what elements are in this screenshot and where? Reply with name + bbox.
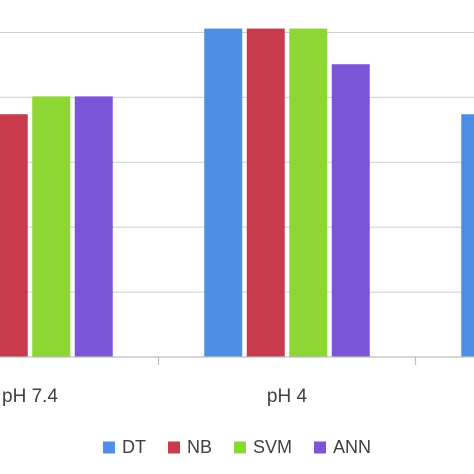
legend-swatch-dt xyxy=(102,441,115,454)
bar-nb xyxy=(246,28,285,358)
legend: DT NB SVM ANN xyxy=(102,437,371,457)
legend-label-svm: SVM xyxy=(253,437,292,457)
bar-svm xyxy=(289,28,328,358)
bar-ann xyxy=(331,64,370,357)
bar-nb xyxy=(0,114,28,358)
legend-swatch-nb xyxy=(167,441,180,454)
bar-ann xyxy=(74,96,113,357)
x-tick-label: pH 4 xyxy=(267,386,308,407)
legend-swatch-ann xyxy=(314,441,327,454)
legend-swatch-svm xyxy=(233,441,246,454)
bar-dt xyxy=(461,114,474,358)
x-axis: pH 7.4pH 4pH xyxy=(0,356,474,407)
legend-label-ann: ANN xyxy=(333,437,371,457)
bar-svm xyxy=(32,96,71,357)
bars xyxy=(0,28,474,358)
x-tick-label: pH 7.4 xyxy=(2,386,58,407)
bar-dt xyxy=(204,28,243,358)
legend-label-dt: DT xyxy=(122,437,146,457)
legend-label-nb: NB xyxy=(187,437,212,457)
